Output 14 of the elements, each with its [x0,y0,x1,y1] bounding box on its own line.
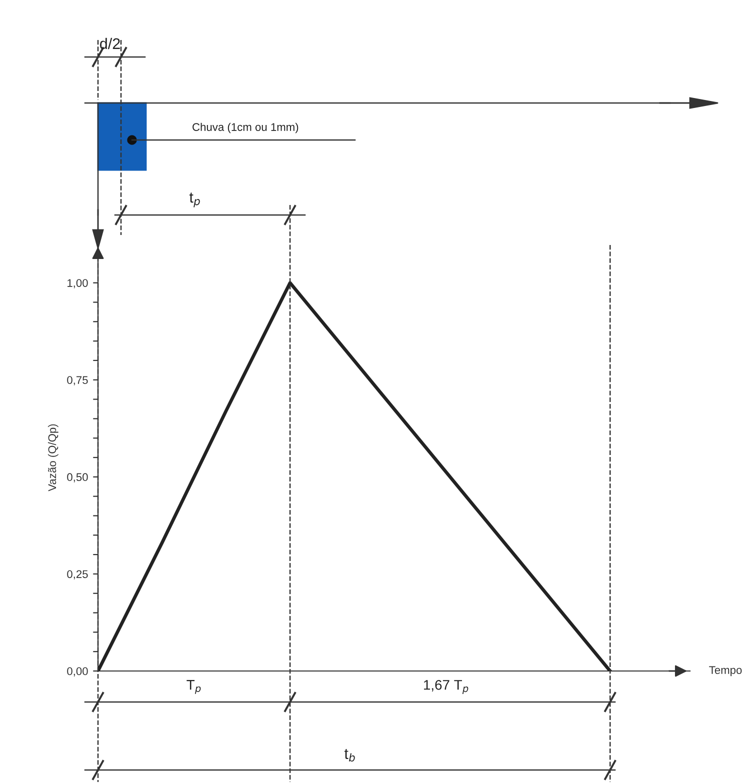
text: t$_{p}$ [189,192,200,208]
text: d/2 [100,38,120,50]
text: 1,67 T$_{p}$ [424,680,468,694]
text: T$_{p}$ [186,680,201,694]
y-axis-title: Vazão (Q/Qp) [48,424,58,492]
y-tick-label: 0,00 [67,667,88,676]
y-tick-label: 0,50 [67,473,88,482]
text: t$_{b}$ [344,749,355,762]
y-tick-label: 0,75 [67,376,88,386]
x-axis-title: Tempo [709,666,742,676]
y-tick-label: 1,00 [68,279,88,288]
text: Chuva (1cm ou 1mm) [192,122,298,134]
y-tick-label: 0,25 [67,570,88,580]
line-series [98,281,612,671]
